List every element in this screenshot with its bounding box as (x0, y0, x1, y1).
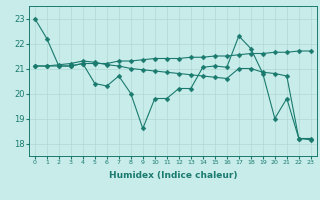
X-axis label: Humidex (Indice chaleur): Humidex (Indice chaleur) (108, 171, 237, 180)
